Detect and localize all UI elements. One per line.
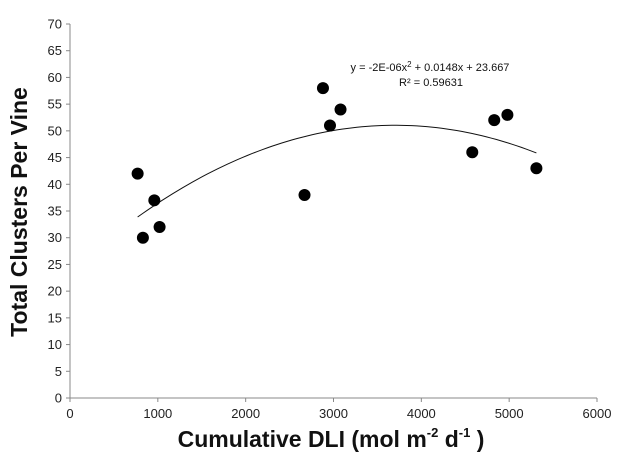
x-tick-label: 6000 — [583, 406, 612, 421]
data-point — [466, 146, 479, 159]
equation-rest: + 0.0148x + 23.667 — [412, 62, 510, 74]
x-axis-title: Cumulative DLI (mol m-2 d-1 ) — [178, 425, 485, 452]
y-tick-label: 40 — [48, 177, 62, 192]
x-axis-title-sup2: -1 — [459, 425, 471, 440]
y-axis-ticks: 0 5 10 15 20 25 30 35 40 45 50 55 60 65 70 — [48, 17, 70, 406]
x-axis-title-sup1: -2 — [427, 425, 439, 440]
y-tick-label: 15 — [48, 310, 62, 325]
y-tick-label: 30 — [48, 230, 62, 245]
x-axis-ticks: 0 1000 2000 3000 4000 5000 6000 — [66, 398, 611, 421]
y-tick-label: 65 — [48, 43, 62, 58]
x-axis-title-main: Cumulative DLI (mol m — [178, 426, 427, 452]
data-point — [148, 194, 161, 207]
x-tick-label: 5000 — [495, 406, 524, 421]
y-tick-label: 20 — [48, 284, 62, 299]
x-axis-title-end: ) — [470, 426, 484, 452]
x-axis-title-mid: d — [438, 426, 458, 452]
data-point — [298, 188, 311, 201]
r-squared-label: R² = 0.59631 — [399, 77, 463, 89]
data-point — [131, 167, 144, 180]
data-point — [530, 162, 543, 175]
data-points — [131, 82, 543, 244]
y-tick-label: 5 — [55, 364, 62, 379]
data-point — [153, 221, 166, 234]
x-tick-label: 4000 — [407, 406, 436, 421]
polynomial-trendline — [137, 124, 537, 218]
y-tick-label: 50 — [48, 123, 62, 138]
equation-exponent: 2 — [407, 60, 412, 69]
y-tick-label: 35 — [48, 204, 62, 219]
x-tick-label: 0 — [66, 406, 73, 421]
data-point — [488, 114, 501, 127]
y-tick-label: 70 — [48, 17, 62, 32]
equation-main: y = -2E-06x — [351, 62, 408, 74]
y-tick-label: 55 — [48, 97, 62, 112]
data-point — [323, 119, 336, 132]
y-axis-title: Total Clusters Per Vine — [6, 87, 32, 337]
y-tick-label: 60 — [48, 70, 62, 85]
y-tick-label: 0 — [55, 391, 62, 406]
y-tick-label: 45 — [48, 150, 62, 165]
data-point — [316, 82, 329, 95]
x-tick-label: 3000 — [319, 406, 348, 421]
trendline-equation: y = -2E-06x2 + 0.0148x + 23.667 — [351, 60, 510, 74]
y-tick-label: 25 — [48, 257, 62, 272]
x-tick-label: 1000 — [143, 406, 172, 421]
x-tick-label: 2000 — [231, 406, 260, 421]
data-point — [136, 231, 149, 244]
data-point — [501, 108, 514, 121]
data-point — [334, 103, 347, 116]
y-tick-label: 10 — [48, 337, 62, 352]
